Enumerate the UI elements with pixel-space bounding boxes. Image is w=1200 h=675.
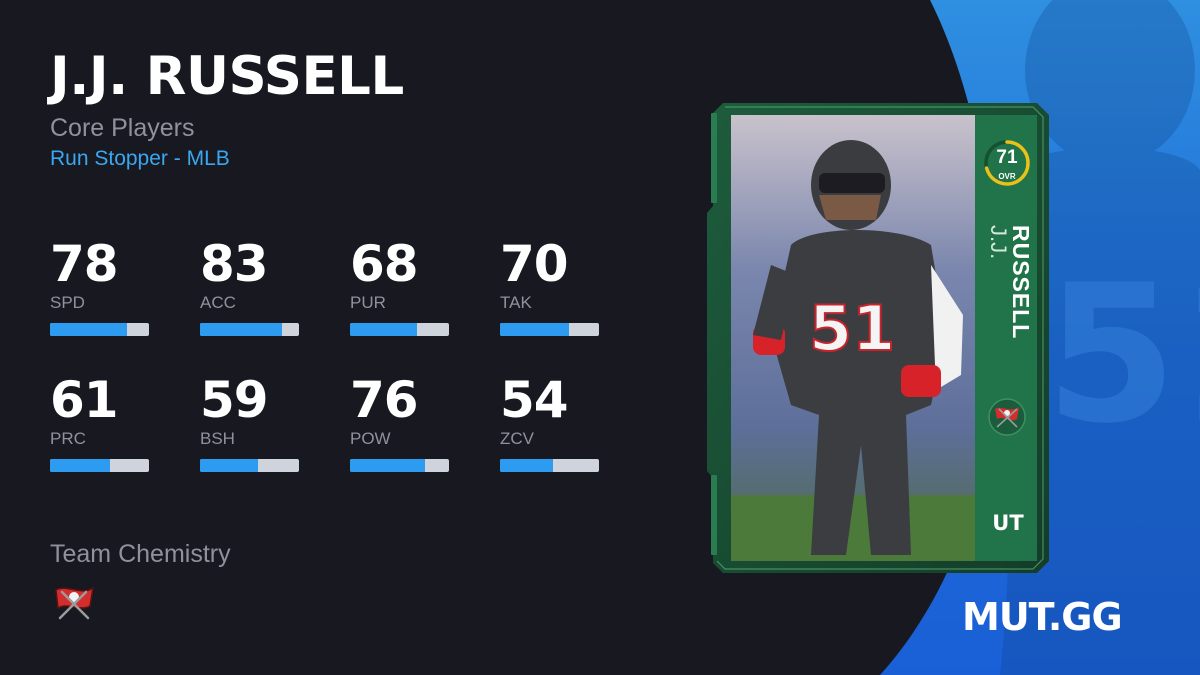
brand-logo[interactable]: MUT.GG — [962, 595, 1123, 639]
card-side-panel — [975, 115, 1037, 561]
stat-value: 78 — [50, 235, 119, 293]
stat-label: TAK — [500, 293, 532, 312]
stat-tak: 70 TAK — [500, 236, 600, 340]
stat-pur: 68 PUR — [350, 236, 450, 340]
player-photo: 51 — [731, 115, 975, 561]
stat-bar — [50, 323, 149, 336]
stat-value: 59 — [200, 371, 269, 429]
stat-acc: 83 ACC — [200, 236, 300, 340]
stat-label: SPD — [50, 293, 85, 312]
stat-label: ACC — [200, 293, 236, 312]
card-first-name: J.J. — [986, 225, 1011, 260]
stat-value: 54 — [500, 371, 569, 429]
player-archetype: Run Stopper - MLB — [50, 147, 230, 170]
player-card[interactable]: 51 71 OVR J.J. RUSSELL UT — [707, 103, 1049, 573]
stat-value: 68 — [350, 235, 419, 293]
stat-bar — [200, 323, 299, 336]
stat-bar — [350, 459, 449, 472]
jersey-number: 51 — [809, 292, 895, 365]
stat-label: POW — [350, 429, 391, 448]
overall-ring — [984, 140, 1030, 186]
card-last-name: RUSSELL — [1008, 225, 1034, 340]
stat-value: 70 — [500, 235, 569, 293]
stat-bar-fill — [200, 459, 259, 472]
stat-bar — [200, 459, 299, 472]
stat-bar-fill — [350, 323, 418, 336]
team-logo-icon — [989, 399, 1025, 435]
stat-bar — [350, 323, 449, 336]
program-name: Core Players — [50, 114, 195, 142]
stat-prc: 61 PRC — [50, 372, 150, 476]
stat-bar — [500, 323, 599, 336]
stat-label: PRC — [50, 429, 86, 448]
overall-rating: 71 — [996, 147, 1018, 168]
stat-bar-fill — [350, 459, 426, 472]
stat-label: PUR — [350, 293, 386, 312]
player-name: J.J. RUSSELL — [50, 46, 404, 107]
stat-bar-fill — [50, 323, 128, 336]
stat-value: 83 — [200, 235, 269, 293]
stat-label: ZCV — [500, 429, 534, 448]
stat-bar — [500, 459, 599, 472]
stat-value: 61 — [50, 371, 119, 429]
stat-zcv: 54 ZCV — [500, 372, 600, 476]
card-player-name: J.J. RUSSELL — [981, 225, 1034, 455]
buccaneers-flag-icon — [52, 582, 96, 622]
stat-label: BSH — [200, 429, 235, 448]
stat-spd: 78 SPD — [50, 236, 150, 340]
svg-text:51: 51 — [1045, 244, 1200, 465]
overall-label: OVR — [998, 172, 1016, 181]
stats-grid: 78 SPD 83 ACC 68 PUR 70 TAK 61 PRC 59 BS… — [50, 236, 610, 476]
stat-bsh: 59 BSH — [200, 372, 300, 476]
stat-value: 76 — [350, 371, 419, 429]
team-chemistry-title: Team Chemistry — [50, 540, 231, 568]
stat-bar-fill — [500, 459, 554, 472]
rarity-badge: UT — [992, 511, 1024, 535]
stat-bar-fill — [50, 459, 111, 472]
stat-bar — [50, 459, 149, 472]
stat-bar-fill — [200, 323, 283, 336]
stat-bar-fill — [500, 323, 570, 336]
stat-pow: 76 POW — [350, 372, 450, 476]
